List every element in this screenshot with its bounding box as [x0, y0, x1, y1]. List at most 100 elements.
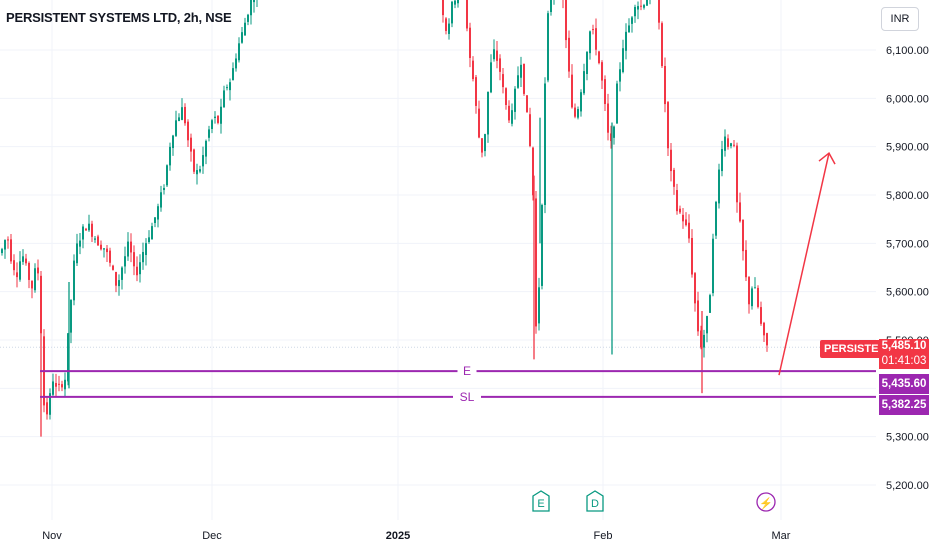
candle-body [76, 243, 78, 264]
candle-body [190, 137, 192, 152]
candle-body [733, 144, 735, 146]
candle-body [718, 169, 720, 204]
candle-body [616, 83, 618, 124]
candle-body [220, 106, 222, 124]
candle-body [658, 0, 660, 23]
candle-body [700, 330, 702, 348]
candle-body [496, 50, 498, 61]
candle-body [673, 169, 675, 187]
candle-body [55, 383, 57, 387]
projection-line[interactable] [778, 152, 830, 376]
candle-body [124, 256, 126, 267]
candle-body [604, 79, 606, 105]
candle-body [19, 261, 21, 280]
candle-body [607, 103, 609, 133]
candle-body [61, 384, 63, 388]
candle-body [667, 102, 669, 149]
candle-body [1, 249, 3, 254]
x-tick-label: Feb [594, 530, 613, 542]
candle-body [238, 43, 240, 61]
candle-body [166, 165, 168, 186]
candle-body [157, 206, 159, 220]
candle-body [133, 252, 135, 267]
candle-body [199, 169, 201, 172]
candle-body [685, 219, 687, 226]
candle-body [484, 134, 486, 152]
candle-body [16, 272, 18, 278]
candle-body [163, 187, 165, 191]
candle-body [574, 107, 576, 117]
marker-shape [586, 490, 604, 512]
candle-body [130, 241, 132, 253]
x-tick-label: 2025 [386, 530, 410, 542]
candle-body [52, 381, 54, 395]
candle-body [82, 226, 84, 240]
candle-body [448, 23, 450, 34]
candle-body [676, 190, 678, 212]
candle-body [226, 87, 228, 89]
candle-body [766, 333, 768, 346]
time-axis[interactable]: Nov Dec 2025 Feb Mar [42, 530, 791, 542]
candle-body [739, 202, 741, 222]
candle-body [58, 383, 60, 385]
event-marker[interactable]: E [532, 490, 550, 512]
candle-body [535, 198, 537, 327]
candle-body [202, 155, 204, 167]
candle-body [688, 222, 690, 239]
candle-body [757, 287, 759, 307]
currency-selector[interactable]: INR [881, 7, 919, 31]
event-marker[interactable]: ⚡ [756, 492, 776, 512]
candle-body [637, 6, 639, 10]
candle-body [694, 273, 696, 304]
candle-body [613, 126, 615, 138]
candle-body [514, 88, 516, 112]
marker-label: ⚡ [759, 497, 773, 510]
level-label-sl: SL [460, 390, 475, 404]
projection-arrow[interactable] [778, 151, 836, 376]
candle-body [532, 147, 534, 196]
candle-body [640, 5, 642, 7]
candle-body [697, 300, 699, 332]
candle-body [184, 106, 186, 124]
candle-body [7, 239, 9, 241]
projection-arrowhead [818, 151, 836, 165]
candle-body [178, 117, 180, 121]
candle-body [472, 60, 474, 80]
candle-body [247, 14, 249, 22]
candle-body [724, 136, 726, 151]
event-markers[interactable]: E D ⚡ [532, 490, 776, 512]
candle-body [193, 149, 195, 172]
candle-body [49, 393, 51, 415]
entry-price-label: 5,435.60 [879, 374, 929, 394]
candle-body [712, 238, 714, 294]
candle-body [172, 135, 174, 149]
candle-body [565, 0, 567, 41]
candle-body [109, 250, 111, 263]
candle-body [628, 25, 630, 33]
y-tick-label: 6,000.00 [886, 93, 929, 105]
candle-body [229, 82, 231, 91]
candle-body [517, 75, 519, 88]
candle-body [481, 138, 483, 153]
candle-body [475, 77, 477, 106]
candle-body [118, 280, 120, 287]
candle-body [46, 402, 48, 415]
candle-body [145, 243, 147, 256]
event-marker[interactable]: D [586, 490, 604, 512]
stoploss-price-label: 5,382.25 [879, 395, 929, 415]
candle-body [121, 267, 123, 280]
candle-body [241, 32, 243, 43]
candle-body [595, 28, 597, 50]
candle-body [529, 114, 531, 146]
chart-title: PERSISTENT SYSTEMS LTD, 2h, NSE [6, 10, 232, 25]
y-tick-label: 5,800.00 [886, 190, 929, 202]
candle-body [736, 145, 738, 203]
candle-body [583, 71, 585, 94]
candle-body [598, 51, 600, 64]
candle-body [103, 248, 105, 250]
candle-body [502, 74, 504, 88]
price-axis[interactable]: 5,200.005,300.005,400.005,500.005,600.00… [886, 45, 929, 492]
candle-body [751, 288, 753, 307]
levels[interactable]: E SL [40, 364, 876, 404]
